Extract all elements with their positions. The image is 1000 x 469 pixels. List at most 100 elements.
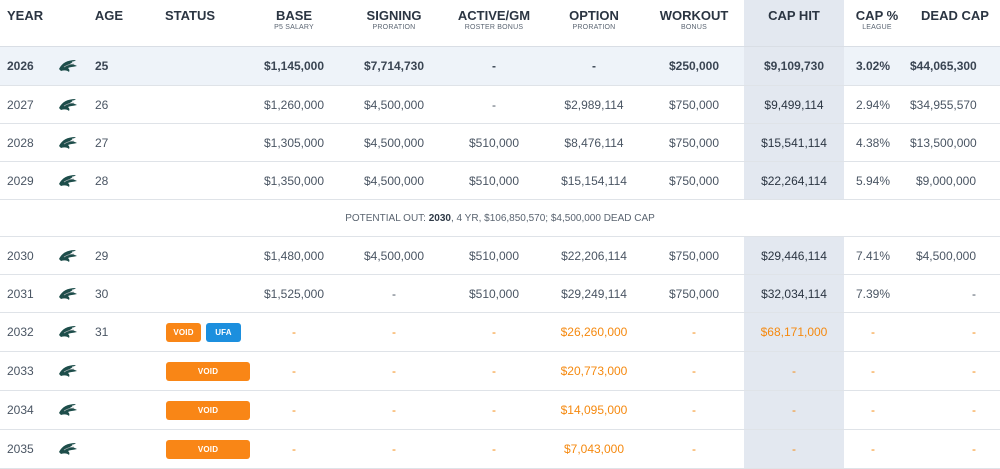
workout-cell: $750,000 — [644, 85, 744, 124]
age-cell: 30 — [82, 274, 136, 313]
void-badge[interactable]: VOID — [166, 361, 250, 381]
status-cell — [136, 161, 244, 200]
base-cell: - — [244, 351, 344, 391]
header-dead-cap[interactable]: DEAD CAP — [910, 0, 1000, 47]
cap-hit-cell: $15,541,114 — [744, 123, 844, 162]
dead-cap-cell: - — [910, 429, 1000, 469]
potential-out-row: POTENTIAL OUT: 2030, 4 YR, $106,850,570;… — [0, 199, 1000, 237]
potential-out-detail: , 4 YR, $106,850,570; $4,500,000 DEAD CA… — [450, 212, 655, 224]
header-option[interactable]: OPTION PRORATION — [544, 0, 644, 47]
dead-cap-cell: $34,955,570 — [910, 85, 1000, 124]
base-cell: $1,480,000 — [244, 236, 344, 275]
header-active-sub: ROSTER BONUS — [464, 24, 524, 31]
team-logo — [54, 161, 82, 200]
header-row: YEAR AGE STATUS BASE P5 SALARY SIGNING PRO… — [0, 0, 1000, 47]
option-cell: $14,095,000 — [544, 390, 644, 430]
option-cell: $22,206,114 — [544, 236, 644, 275]
eagles-logo-icon — [58, 442, 78, 456]
table-row: 2027 26 $1,260,000 $4,500,000 - $2,989,1… — [0, 85, 1000, 124]
cap-pct-cell: - — [844, 351, 910, 391]
workout-cell: - — [644, 351, 744, 391]
cap-hit-cell: $32,034,114 — [744, 274, 844, 313]
status-cell — [136, 85, 244, 124]
workout-cell: $750,000 — [644, 123, 744, 162]
base-cell: - — [244, 390, 344, 430]
header-cap-pct[interactable]: CAP % LEAGUE — [844, 0, 910, 47]
header-cap-pct-sub: LEAGUE — [862, 24, 892, 31]
header-workout[interactable]: WORKOUT BONUS — [644, 0, 744, 47]
age-cell: 31 — [82, 312, 136, 352]
base-cell: $1,350,000 — [244, 161, 344, 200]
status-cell: VOID — [136, 429, 250, 469]
header-active[interactable]: ACTIVE/GM ROSTER BONUS — [444, 0, 544, 47]
eagles-logo-icon — [58, 59, 78, 73]
dead-cap-cell: - — [910, 274, 1000, 313]
cap-hit-cell: $9,499,114 — [744, 85, 844, 124]
table-row: 2035 VOID - - - $7,043,000 - - - - — [0, 429, 1000, 469]
year-cell: 2035 — [0, 429, 54, 469]
header-cap-hit[interactable]: CAP HIT — [744, 0, 844, 47]
option-cell: $15,154,114 — [544, 161, 644, 200]
void-badge[interactable]: VOID — [166, 322, 201, 342]
header-year[interactable]: YEAR — [0, 0, 82, 47]
header-status[interactable]: STATUS — [136, 0, 244, 47]
table-row: 2030 29 $1,480,000 $4,500,000 $510,000 $… — [0, 236, 1000, 275]
workout-cell: $750,000 — [644, 161, 744, 200]
signing-cell: $4,500,000 — [344, 161, 444, 200]
signing-cell: - — [344, 429, 444, 469]
active-cell: - — [444, 429, 544, 469]
void-badge[interactable]: VOID — [166, 400, 250, 420]
table-row: 2028 27 $1,305,000 $4,500,000 $510,000 $… — [0, 123, 1000, 162]
ufa-badge[interactable]: UFA — [206, 322, 241, 342]
age-cell: 25 — [82, 46, 136, 86]
year-cell: 2032 — [0, 312, 54, 352]
eagles-logo-icon — [58, 364, 78, 378]
active-cell: - — [444, 351, 544, 391]
dead-cap-cell: $4,500,000 — [910, 236, 1000, 275]
cap-pct-cell: - — [844, 390, 910, 430]
cap-pct-cell: 7.41% — [844, 236, 910, 275]
active-cell: $510,000 — [444, 236, 544, 275]
option-cell: $7,043,000 — [544, 429, 644, 469]
age-cell — [82, 390, 136, 430]
year-cell: 2029 — [0, 161, 54, 200]
year-cell: 2033 — [0, 351, 54, 391]
dead-cap-cell: - — [910, 312, 1000, 352]
age-cell: 29 — [82, 236, 136, 275]
cap-hit-cell: $9,109,730 — [744, 46, 844, 86]
cap-pct-cell: 7.39% — [844, 274, 910, 313]
active-cell: $510,000 — [444, 123, 544, 162]
base-cell: $1,305,000 — [244, 123, 344, 162]
workout-cell: - — [644, 390, 744, 430]
header-base-label: BASE — [275, 8, 313, 23]
header-age[interactable]: AGE — [82, 0, 136, 47]
option-cell: $2,989,114 — [544, 85, 644, 124]
cap-hit-cell: $29,446,114 — [744, 236, 844, 275]
active-cell: - — [444, 46, 544, 86]
cap-pct-cell: 2.94% — [844, 85, 910, 124]
signing-cell: $4,500,000 — [344, 123, 444, 162]
header-signing[interactable]: SIGNING PRORATION — [344, 0, 444, 47]
eagles-logo-icon — [58, 174, 78, 188]
header-signing-sub: PRORATION — [372, 24, 416, 31]
team-logo — [54, 351, 82, 391]
table-row: 2026 25 $1,145,000 $7,714,730 - - $250,0… — [0, 46, 1000, 86]
year-cell: 2027 — [0, 85, 54, 124]
year-cell: 2034 — [0, 390, 54, 430]
table-row: 2032 31 VOID UFA - - - $26,260,000 - $68,… — [0, 312, 1000, 352]
year-cell: 2030 — [0, 236, 54, 275]
age-cell — [82, 429, 136, 469]
potential-out-note: POTENTIAL OUT: 2030, 4 YR, $106,850,570;… — [0, 199, 1000, 237]
team-logo — [54, 85, 82, 124]
dead-cap-cell: - — [910, 390, 1000, 430]
table-row: 2031 30 $1,525,000 - $510,000 $29,249,11… — [0, 274, 1000, 313]
header-base[interactable]: BASE P5 SALARY — [244, 0, 344, 47]
year-cell: 2026 — [0, 46, 54, 86]
team-logo — [54, 236, 82, 275]
void-badge[interactable]: VOID — [166, 439, 250, 459]
age-cell: 28 — [82, 161, 136, 200]
workout-cell: $750,000 — [644, 274, 744, 313]
eagles-logo-icon — [58, 249, 78, 263]
year-cell: 2031 — [0, 274, 54, 313]
age-cell: 27 — [82, 123, 136, 162]
